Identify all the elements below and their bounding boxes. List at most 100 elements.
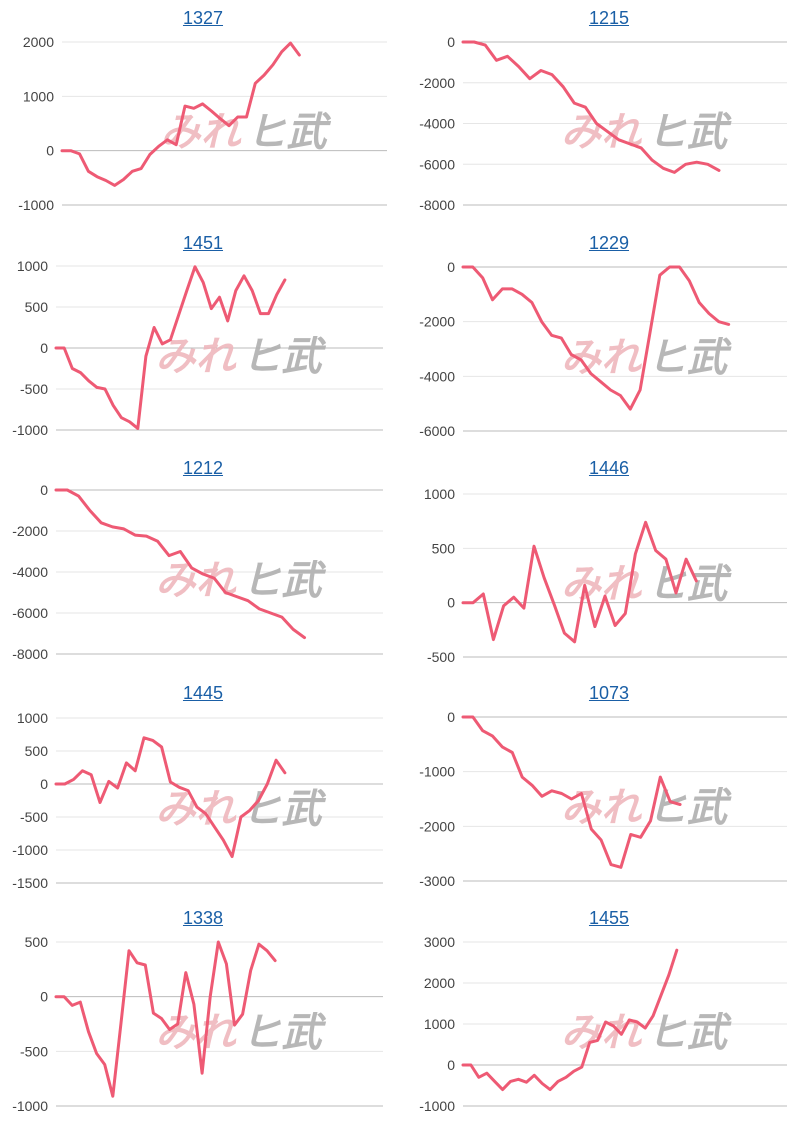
chart-panel-1338: 500 0 -500 -1000 みれ ヒ武 1338 <box>0 900 406 1125</box>
y-tick-label: -2000 <box>419 314 455 330</box>
y-tick-label: 0 <box>40 989 48 1005</box>
watermark-left: みれ <box>156 559 237 603</box>
y-tick-label: -500 <box>20 1043 48 1059</box>
y-tick-label: 0 <box>447 709 455 725</box>
y-tick-label: 0 <box>40 482 48 498</box>
chart-panel-1446: 1000 500 0 -500 みれ ヒ武 1446 <box>406 450 812 675</box>
watermark-right: ヒ武 <box>242 1011 327 1055</box>
y-tick-label: 1000 <box>23 88 54 104</box>
y-tick-label: 500 <box>432 540 456 556</box>
y-tick-label: -2000 <box>419 75 455 91</box>
series-line <box>60 41 301 187</box>
y-tick-label: 1000 <box>424 486 455 502</box>
y-tick-label: 0 <box>46 143 54 159</box>
chart-panel-1327: 2000 1000 0 -1000 みれ ヒ武 1327 <box>0 0 406 225</box>
y-tick-label: 3000 <box>424 934 455 950</box>
chart-panel-1073: 0 -1000 -2000 -3000 みれ ヒ武 1073 <box>406 675 812 900</box>
chart-svg: 1000 500 0 -500 -1000 みれ ヒ武 <box>12 258 383 438</box>
chart-panel-1451: 1000 500 0 -500 -1000 みれ ヒ武 1451 <box>0 225 406 450</box>
series-line <box>461 948 679 1092</box>
series-line <box>461 265 731 411</box>
y-tick-label: -3000 <box>419 873 455 889</box>
chart-svg: 2000 1000 0 -1000 みれ ヒ武 <box>18 34 387 213</box>
y-tick-label: 0 <box>447 595 455 611</box>
watermark-left: みれ <box>561 336 642 380</box>
y-tick-label: -6000 <box>12 605 48 621</box>
chart-panel-1215: 0 -2000 -4000 -6000 -8000 みれ ヒ武 1215 <box>406 0 812 225</box>
y-tick-label: -2000 <box>419 818 455 834</box>
y-tick-label: -500 <box>427 649 455 665</box>
y-tick-label: 0 <box>40 776 48 792</box>
y-tick-label: 2000 <box>23 34 54 50</box>
watermark-left: みれ <box>561 111 642 155</box>
series-line <box>54 940 277 1098</box>
y-tick-label: -1000 <box>419 764 455 780</box>
y-tick-label: 0 <box>447 1057 455 1073</box>
watermark-left: みれ <box>561 786 642 830</box>
watermark-left: みれ <box>161 111 242 155</box>
y-tick-label: 2000 <box>424 975 455 991</box>
watermark-left: みれ <box>156 788 237 832</box>
watermark-right: ヒ武 <box>647 786 732 830</box>
y-tick-label: -1000 <box>12 842 48 858</box>
chart-title-link[interactable]: 1455 <box>588 908 630 928</box>
y-tick-label: -1000 <box>419 1098 455 1114</box>
y-tick-label: -1000 <box>18 197 54 213</box>
y-tick-label: -8000 <box>419 197 455 213</box>
chart-title-link[interactable]: 1229 <box>588 233 630 253</box>
y-tick-label: -1000 <box>12 1098 48 1114</box>
chart-title-link[interactable]: 1215 <box>588 8 630 28</box>
y-tick-label: 500 <box>25 934 49 950</box>
series-line <box>54 736 287 859</box>
y-tick-label: -500 <box>20 381 48 397</box>
chart-panel-1212: 0 -2000 -4000 -6000 -8000 みれ ヒ武 1212 <box>0 450 406 675</box>
chart-title-link[interactable]: 1327 <box>182 8 224 28</box>
chart-svg: 0 -2000 -4000 -6000 みれ ヒ武 <box>419 259 787 439</box>
series-line <box>461 715 682 869</box>
watermark-right: ヒ武 <box>247 111 332 155</box>
series-line <box>461 40 721 174</box>
watermark-right: ヒ武 <box>242 788 327 832</box>
watermark-right: ヒ武 <box>647 336 732 380</box>
series-line <box>54 265 287 430</box>
chart-panel-1229: 0 -2000 -4000 -6000 みれ ヒ武 1229 <box>406 225 812 450</box>
chart-title-link[interactable]: 1451 <box>182 233 224 253</box>
chart-title-link[interactable]: 1212 <box>182 458 224 478</box>
series-line <box>54 488 306 640</box>
y-tick-label: -4000 <box>12 564 48 580</box>
y-tick-label: -4000 <box>419 116 455 132</box>
chart-title-link[interactable]: 1445 <box>182 683 224 703</box>
chart-panel-1445: 1000 500 0 -500 -1000 -1500 みれ ヒ武 1445 <box>0 675 406 900</box>
chart-svg: 0 -1000 -2000 -3000 みれ ヒ武 <box>419 709 787 889</box>
y-tick-label: -1500 <box>12 875 48 891</box>
y-tick-label: 1000 <box>17 258 48 274</box>
y-tick-label: 500 <box>25 743 49 759</box>
y-tick-label: -6000 <box>419 423 455 439</box>
chart-title-link[interactable]: 1446 <box>588 458 630 478</box>
chart-svg: 1000 500 0 -500 -1000 -1500 みれ ヒ武 <box>12 710 383 891</box>
chart-svg: 0 -2000 -4000 -6000 -8000 みれ ヒ武 <box>12 482 383 662</box>
y-tick-label: -8000 <box>12 646 48 662</box>
watermark-right: ヒ武 <box>647 1011 732 1055</box>
watermark-left: みれ <box>156 335 237 379</box>
y-tick-label: -4000 <box>419 368 455 384</box>
y-tick-label: 0 <box>447 259 455 275</box>
chart-title-link[interactable]: 1073 <box>588 683 630 703</box>
watermark-right: ヒ武 <box>242 559 327 603</box>
y-tick-label: 0 <box>40 340 48 356</box>
y-tick-label: -500 <box>20 809 48 825</box>
y-tick-label: 1000 <box>17 710 48 726</box>
y-tick-label: -6000 <box>419 156 455 172</box>
y-tick-label: -1000 <box>12 422 48 438</box>
y-tick-label: 1000 <box>424 1016 455 1032</box>
y-tick-label: 500 <box>25 299 49 315</box>
watermark-right: ヒ武 <box>647 111 732 155</box>
series-line <box>461 520 698 644</box>
chart-svg: 0 -2000 -4000 -6000 -8000 みれ ヒ武 <box>419 34 787 213</box>
chart-panel-1455: 3000 2000 1000 0 -1000 みれ ヒ武 1455 <box>406 900 812 1125</box>
chart-title-link[interactable]: 1338 <box>182 908 224 928</box>
y-tick-label: -2000 <box>12 523 48 539</box>
